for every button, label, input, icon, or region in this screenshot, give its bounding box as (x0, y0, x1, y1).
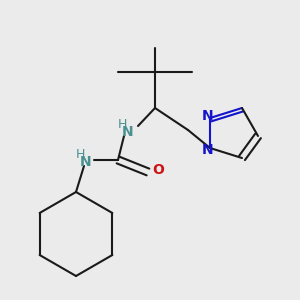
Text: H: H (117, 118, 127, 130)
Text: N: N (122, 125, 134, 139)
Text: N: N (202, 143, 214, 157)
Text: N: N (202, 109, 214, 123)
Text: O: O (152, 163, 164, 177)
Text: N: N (80, 155, 92, 169)
Text: H: H (75, 148, 85, 160)
